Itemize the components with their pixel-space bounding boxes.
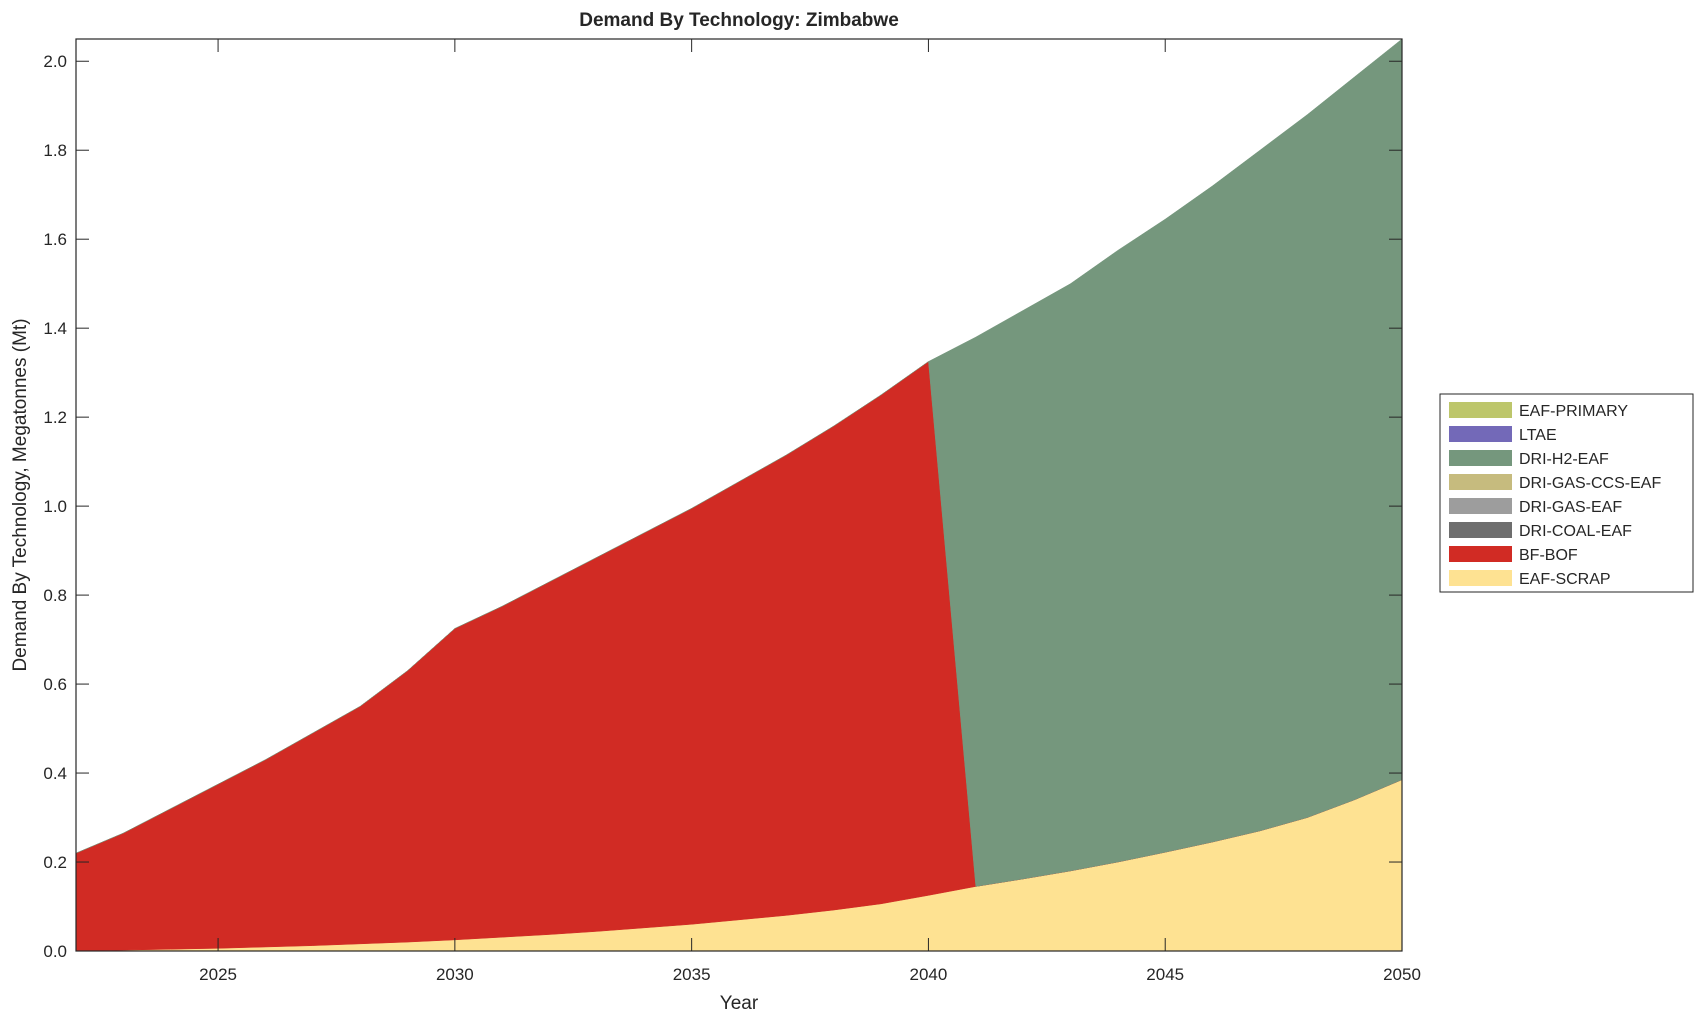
legend-label: EAF-SCRAP bbox=[1519, 571, 1611, 588]
legend: EAF-PRIMARY LTAE DRI-H2-EAF DRI-GAS-CCS-EAF… bbox=[1439, 393, 1694, 593]
legend-swatch bbox=[1449, 546, 1512, 562]
legend-swatch bbox=[1449, 570, 1512, 586]
legend-swatch bbox=[1449, 474, 1512, 490]
legend-label: LTAE bbox=[1519, 427, 1557, 444]
y-tick-label: 1.0 bbox=[43, 497, 67, 516]
y-tick-label: 0.0 bbox=[43, 942, 67, 961]
legend-swatch bbox=[1449, 450, 1512, 466]
y-tick-label: 1.4 bbox=[43, 319, 67, 338]
legend-item-dri-gas-ccs-eaf: DRI-GAS-CCS-EAF bbox=[1449, 474, 1661, 492]
y-axis-label: Demand By Technology, Megatonnes (Mt) bbox=[10, 318, 31, 671]
legend-label: BF-BOF bbox=[1519, 547, 1578, 564]
legend-item-ltae: LTAE bbox=[1449, 426, 1557, 444]
areas-layer bbox=[75, 38, 1403, 952]
x-tick-label: 2035 bbox=[673, 965, 711, 984]
legend-swatch bbox=[1449, 522, 1512, 538]
axes-layer: 2025 2030 2035 2040 2045 2050 0.0 0.2 0.4 0.6 0.8 1… bbox=[43, 38, 1421, 984]
x-tick-label: 2025 bbox=[199, 965, 237, 984]
y-tick-label: 1.8 bbox=[43, 141, 67, 160]
y-tick-label: 1.6 bbox=[43, 230, 67, 249]
legend-item-eaf-scrap: EAF-SCRAP bbox=[1449, 570, 1611, 588]
x-tick-label: 2040 bbox=[910, 965, 948, 984]
chart-title: Demand By Technology: Zimbabwe bbox=[579, 10, 899, 31]
y-tick-label: 0.2 bbox=[43, 853, 67, 872]
y-tick-label: 2.0 bbox=[43, 52, 67, 71]
legend-label: DRI-GAS-CCS-EAF bbox=[1519, 475, 1661, 492]
legend-item-eaf-primary: EAF-PRIMARY bbox=[1449, 402, 1628, 420]
x-axis-label: Year bbox=[720, 993, 759, 1014]
y-tick-label: 0.8 bbox=[43, 586, 67, 605]
x-tick-label: 2045 bbox=[1146, 965, 1184, 984]
legend-label: EAF-PRIMARY bbox=[1519, 403, 1628, 420]
legend-item-dri-h2-eaf: DRI-H2-EAF bbox=[1449, 450, 1609, 468]
y-tick-label: 0.4 bbox=[43, 764, 67, 783]
y-tick-label: 1.2 bbox=[43, 408, 67, 427]
legend-swatch bbox=[1449, 498, 1512, 514]
x-tick-label: 2030 bbox=[436, 965, 474, 984]
legend-item-dri-coal-eaf: DRI-COAL-EAF bbox=[1449, 522, 1632, 540]
legend-item-dri-gas-eaf: DRI-GAS-EAF bbox=[1449, 498, 1622, 516]
legend-swatch bbox=[1449, 426, 1512, 442]
legend-label: DRI-GAS-EAF bbox=[1519, 499, 1622, 516]
legend-swatch bbox=[1449, 402, 1512, 418]
plot-frame bbox=[75, 38, 1403, 952]
legend-item-bf-bof: BF-BOF bbox=[1449, 546, 1578, 564]
x-tick-label: 2050 bbox=[1383, 965, 1421, 984]
y-tick-label: 0.6 bbox=[43, 675, 67, 694]
legend-label: DRI-COAL-EAF bbox=[1519, 523, 1632, 540]
legend-label: DRI-H2-EAF bbox=[1519, 451, 1609, 468]
